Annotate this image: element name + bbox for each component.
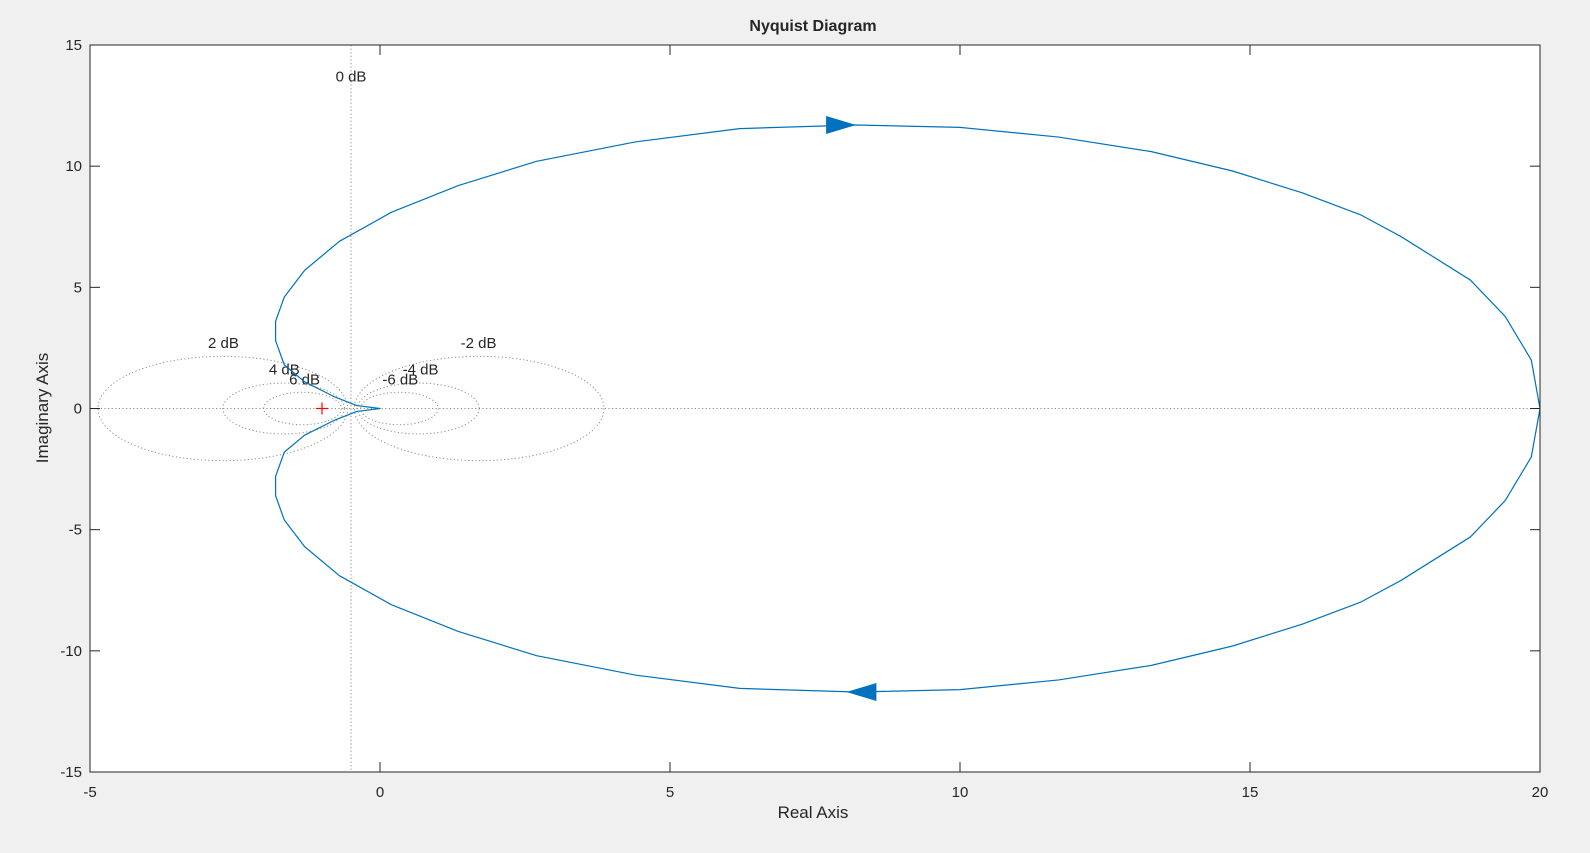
y-tick-label: -5 <box>69 522 82 539</box>
x-tick-label: 20 <box>1532 784 1549 801</box>
direction-arrow-right <box>826 115 857 134</box>
m-circle-label: -2 dB <box>461 335 497 352</box>
m-circle-label: -6 dB <box>382 371 418 388</box>
x-tick-label: 0 <box>376 784 384 801</box>
x-axis-label: Real Axis <box>778 803 849 822</box>
x-tick-label: 5 <box>666 784 674 801</box>
m-circle-label: 4 dB <box>269 362 300 379</box>
y-tick-label: 0 <box>74 401 82 418</box>
plot-area <box>90 45 1540 772</box>
m-circle <box>357 382 480 435</box>
m-circle <box>353 355 605 462</box>
x-tick-label: 15 <box>1242 784 1259 801</box>
y-axis-label: Imaginary Axis <box>33 353 52 464</box>
axes-box <box>89 44 1541 773</box>
y-tick-label: -15 <box>60 764 82 781</box>
m-circle-label: -4 dB <box>403 362 439 379</box>
direction-arrow-left <box>846 683 877 702</box>
m-circle <box>360 391 439 426</box>
m-circle <box>97 355 349 462</box>
m-circle <box>222 382 345 435</box>
x-tick-label: -5 <box>83 784 96 801</box>
y-tick-label: -10 <box>60 643 82 660</box>
critical-point-marker <box>316 402 328 415</box>
y-tick-label: 15 <box>65 37 82 54</box>
zero-db-label: 0 dB <box>336 68 367 85</box>
nyquist-curve <box>275 124 1541 693</box>
m-circle-label: 6 dB <box>289 371 320 388</box>
x-tick-label: 10 <box>952 784 969 801</box>
m-circle-label: 2 dB <box>208 335 239 352</box>
y-tick-label: 5 <box>74 279 82 296</box>
chart-title: Nyquist Diagram <box>749 18 876 35</box>
m-circle <box>263 391 342 426</box>
y-tick-label: 10 <box>65 158 82 175</box>
